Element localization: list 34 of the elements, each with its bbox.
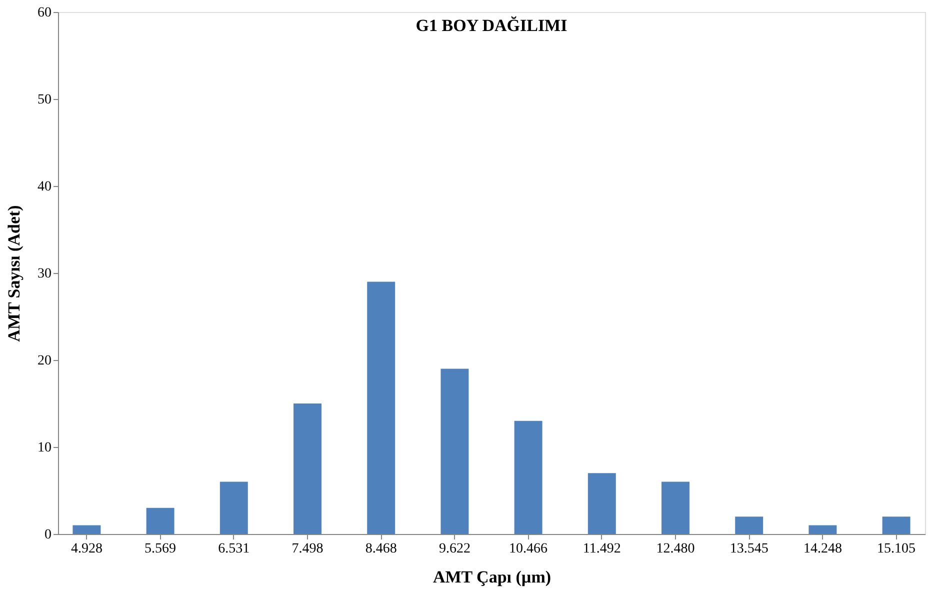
bar (220, 482, 248, 534)
x-tick-label: 6.531 (218, 542, 250, 556)
bar (72, 525, 101, 534)
x-tick-label: 10.466 (509, 542, 548, 556)
y-tick-label: 0 (44, 528, 52, 542)
x-tick-label: 7.498 (292, 542, 324, 556)
chart-title: G1 BOY DAĞILIMI (416, 16, 568, 35)
bar (735, 516, 764, 534)
x-tick-label: 11.492 (582, 542, 621, 556)
y-axis-title: AMT Sayısı (Adet) (4, 205, 24, 342)
bar (808, 525, 837, 534)
x-tick-label: 13.545 (730, 542, 768, 556)
x-tick-label: 9.622 (438, 542, 470, 556)
y-tick-label: 10 (38, 440, 52, 456)
y-tick-label: 20 (38, 354, 52, 368)
bar (440, 368, 469, 534)
y-tick-label: 40 (38, 180, 52, 194)
bar (294, 404, 322, 534)
bar (588, 473, 616, 534)
x-tick-label: 14.248 (803, 542, 842, 556)
x-tick-label: 8.468 (365, 542, 397, 556)
x-tick-label: 15.105 (877, 542, 916, 556)
x-axis-title: AMT Çapı (µm) (432, 568, 552, 586)
x-tick-label: 5.569 (144, 542, 176, 556)
bar (662, 482, 690, 534)
x-tick-label: 4.928 (70, 542, 102, 556)
bar (514, 420, 542, 534)
y-tick-label: 50 (38, 92, 52, 108)
y-tick-label: 30 (38, 266, 52, 282)
x-tick-label: 12.480 (656, 542, 695, 556)
bar (146, 508, 174, 534)
y-tick-label: 60 (38, 6, 52, 20)
bar (367, 282, 396, 534)
bar (882, 516, 910, 534)
